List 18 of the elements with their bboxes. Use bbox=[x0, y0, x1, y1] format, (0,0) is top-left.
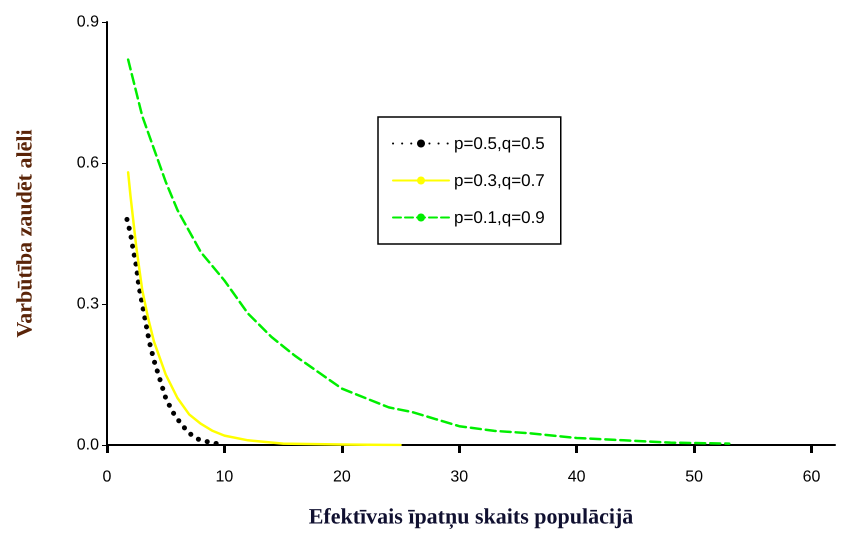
legend-label: p=0.1,q=0.9 bbox=[454, 208, 545, 227]
y-tick-label: 0.3 bbox=[76, 296, 100, 312]
x-tick-label: 40 bbox=[568, 468, 586, 486]
y-tick-label: 0.6 bbox=[76, 154, 100, 172]
y-tick-label: 0.9 bbox=[76, 14, 100, 30]
x-tick-label: 30 bbox=[450, 468, 468, 486]
legend-label: p=0.5,q=0.5 bbox=[454, 134, 545, 153]
x-tick-label: 60 bbox=[802, 468, 821, 486]
line-series bbox=[126, 171, 402, 446]
x-axis-title: Efektīvais īpatņu skaits populācijā bbox=[308, 504, 634, 530]
y-axis-title: Varbūtība zaudēt alēli bbox=[12, 129, 36, 338]
x-tick-label: 0 bbox=[102, 468, 112, 486]
x-tick-label: 50 bbox=[685, 468, 704, 486]
x-tick-label: 20 bbox=[332, 468, 351, 486]
x-tick-label: 10 bbox=[216, 468, 234, 486]
legend-label: p=0.3,q=0.7 bbox=[454, 171, 545, 190]
line-series bbox=[126, 58, 731, 445]
y-tick-label: 0.0 bbox=[76, 436, 100, 454]
